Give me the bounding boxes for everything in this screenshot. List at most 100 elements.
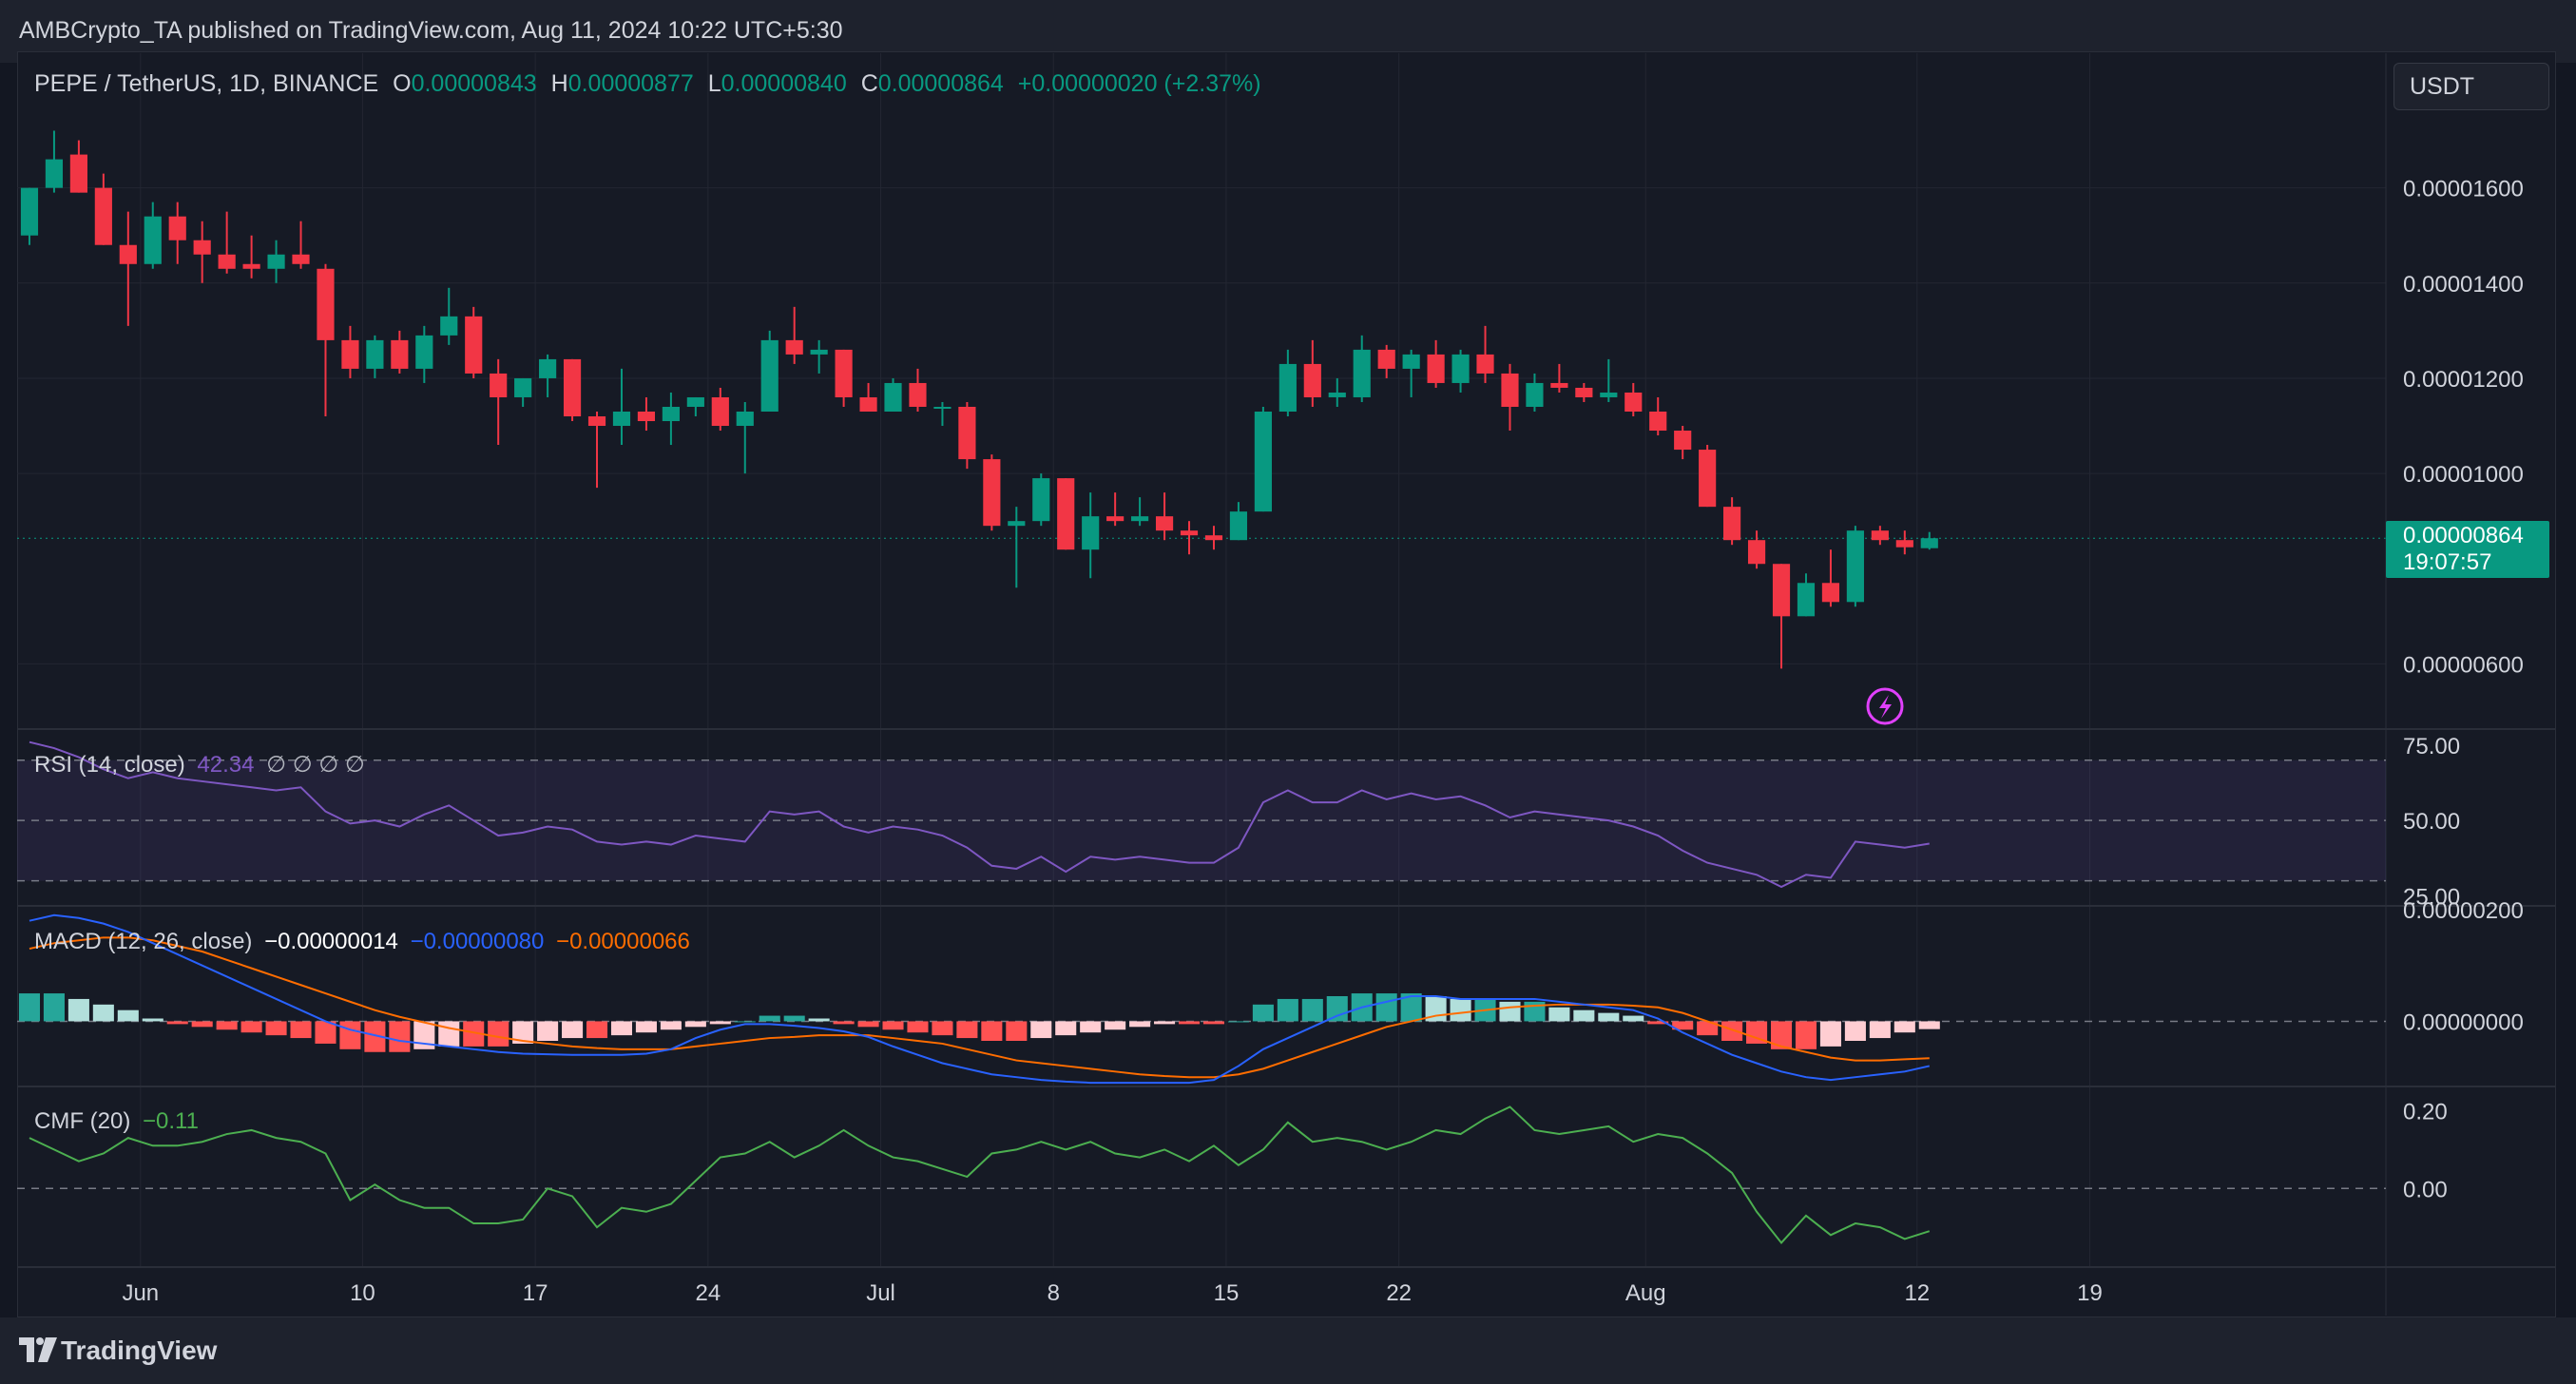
chart-area[interactable] [17, 51, 2556, 1317]
legend-o-label: O [393, 70, 412, 97]
candle-body [1723, 507, 1741, 541]
legend-symbol[interactable]: PEPE / TetherUS, 1D, BINANCE [34, 70, 379, 97]
macd-histogram-bar [1623, 1015, 1644, 1022]
candle-body [612, 412, 631, 427]
candle-body [1501, 373, 1519, 407]
macd-histogram-bar [463, 1021, 485, 1047]
pane-dividers [17, 53, 2555, 1316]
macd-histogram-bar [1697, 1021, 1719, 1036]
macd-histogram-bar [635, 1021, 657, 1033]
macd-histogram-bar [216, 1021, 238, 1030]
candle-body [1699, 450, 1717, 508]
candle-body [859, 396, 877, 412]
macd-legend[interactable]: MACD (12, 26, close) −0.00000014 −0.0000… [34, 929, 696, 955]
x-tick-label: 10 [350, 1280, 375, 1306]
candle-body [785, 339, 803, 355]
candle-body [933, 406, 952, 409]
x-tick-label: 24 [695, 1280, 721, 1306]
macd-histogram-bar [586, 1021, 608, 1039]
macd-histogram-bar [43, 993, 65, 1022]
tradingview-logo[interactable]: TradingView [19, 1334, 238, 1368]
candle-body [1821, 583, 1840, 603]
bar-countdown: 19:07:57 [2403, 549, 2492, 575]
macd-histogram-bar [660, 1021, 682, 1030]
candle-body [1131, 516, 1149, 522]
candle-body [563, 358, 582, 417]
candle-body [391, 339, 409, 369]
macd-histogram-bar [438, 1021, 460, 1047]
candle-body [835, 349, 853, 397]
alert-icon-ring [1866, 687, 1904, 725]
x-tick-label: 22 [1386, 1280, 1412, 1306]
price-axis-label: 0.00001200 [2403, 367, 2524, 393]
cmf-axis-label: 0.20 [2403, 1100, 2448, 1125]
candle-body [1600, 392, 1618, 397]
macd-histogram-bar [857, 1021, 879, 1028]
candle-body [1846, 530, 1864, 603]
macd-histogram-bar [18, 993, 41, 1022]
cmf-legend[interactable]: CMF (20) −0.11 [34, 1108, 204, 1135]
macd-histogram-bar [684, 1021, 706, 1028]
candle-body [20, 187, 39, 236]
macd-histogram-bar [512, 1021, 534, 1044]
candle-body [637, 412, 656, 422]
macd-histogram-bar [265, 1021, 287, 1036]
macd-histogram-bar [1795, 1021, 1817, 1049]
macd-label: MACD (12, 26, close) [34, 929, 253, 954]
legend-change: +0.00000020 (+2.37%) [1017, 70, 1261, 97]
macd-histogram-bar [956, 1021, 978, 1039]
macd-histogram-bar [1202, 1021, 1225, 1025]
rsi-axis-label: 25.00 [2403, 884, 2460, 910]
rsi-legend[interactable]: RSI (14, close) 42.34 ∅ ∅ ∅ ∅ [34, 751, 371, 778]
macd-histogram-bar [315, 1021, 336, 1044]
candle-body [1328, 392, 1346, 397]
macd-histogram-bar [1301, 998, 1323, 1022]
grid-layer [17, 53, 2386, 1266]
price-axis-label: 0.00001000 [2403, 462, 2524, 488]
price-axis-label: 0.00000600 [2403, 652, 2524, 678]
macd-histogram-bar [1277, 998, 1298, 1022]
macd-histogram-bar [1252, 1004, 1274, 1022]
candle-body [366, 339, 384, 369]
candle-body [1229, 511, 1248, 541]
macd-histogram-bar [1129, 1021, 1151, 1028]
macd-histogram-bar [1721, 1021, 1743, 1041]
candle-body [1476, 354, 1494, 374]
candle-body [1353, 349, 1371, 397]
axes: Jun 10 17 24 Jul 8 15 22 Aug 12 19 0.00001600 0.0000… [122, 177, 2523, 1306]
rsi-label: RSI (14, close) [34, 752, 185, 778]
candle-body [193, 240, 211, 255]
candle-body [1057, 478, 1075, 550]
tradingview-wordmark: TradingView [61, 1336, 218, 1365]
candle-body [1278, 363, 1297, 412]
candle-body [760, 339, 779, 412]
macd-histogram-bar [364, 1021, 386, 1052]
candle-body [1575, 387, 1593, 397]
macd-histogram-bar [166, 1021, 188, 1025]
candle-body [1451, 354, 1470, 383]
currency-button[interactable]: USDT [2393, 63, 2549, 110]
lightning-alert-icon[interactable] [1866, 687, 1904, 725]
alert-icon-bolt [1879, 695, 1892, 719]
macd-histogram-bar [67, 998, 89, 1022]
candle-body [168, 216, 186, 240]
candle-body [958, 406, 976, 460]
rsi-axis-label: 50.00 [2403, 809, 2460, 835]
footer-bar [0, 1317, 2576, 1384]
candle-body [736, 412, 754, 427]
candle-body [465, 316, 483, 374]
price-axis-label: 0.00001400 [2403, 272, 2524, 298]
candle-body [218, 254, 236, 269]
candle-body [662, 406, 680, 422]
macd-histogram-bar [1080, 1021, 1102, 1033]
candle-body [1402, 354, 1420, 369]
macd-histogram-bar [191, 1021, 213, 1028]
candle-body [1155, 516, 1174, 531]
candle-body [1550, 382, 1568, 388]
candle-body [1106, 516, 1125, 522]
last-price-value: 0.00000864 [2403, 523, 2524, 548]
macd-line-value: −0.00000080 [410, 929, 545, 954]
candle-body [490, 373, 508, 397]
price-axis-label: 0.00001600 [2403, 177, 2524, 202]
